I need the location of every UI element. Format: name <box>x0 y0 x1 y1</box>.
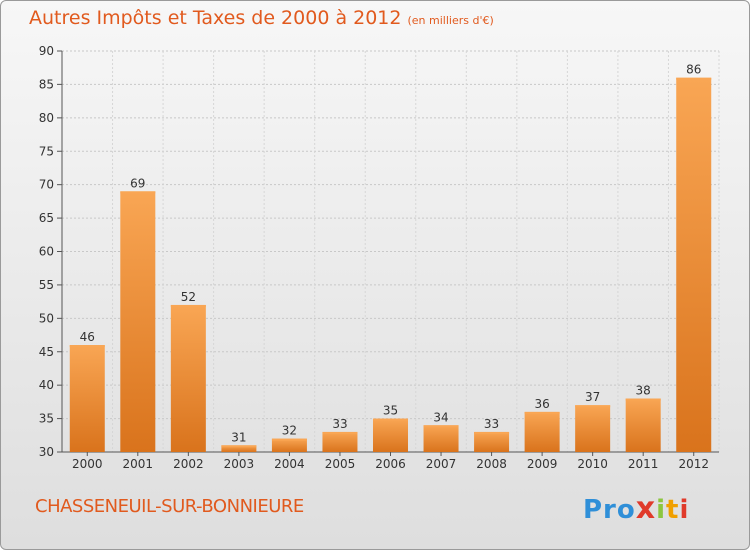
bar-2010 <box>575 405 611 452</box>
x-tick-label-2009: 2009 <box>527 457 558 471</box>
x-tick-label-2008: 2008 <box>476 457 507 471</box>
bar-top-highlight-2004 <box>271 438 307 441</box>
x-tick-label-2012: 2012 <box>678 457 709 471</box>
data-label-2006: 35 <box>383 404 398 418</box>
bar-top-highlight-2001 <box>120 191 156 194</box>
y-tick-label-90: 90 <box>39 44 54 58</box>
y-tick-label-65: 65 <box>39 211 54 225</box>
bar-2008 <box>474 431 510 452</box>
y-tick-label-35: 35 <box>39 412 54 426</box>
data-label-2010: 37 <box>585 390 600 404</box>
data-label-2000: 46 <box>80 330 95 344</box>
bar-top-highlight-2010 <box>575 405 611 408</box>
data-label-2003: 31 <box>231 430 246 444</box>
y-tick-label-75: 75 <box>39 144 54 158</box>
proxiti-logo: Proxiti <box>583 491 690 526</box>
data-label-2002: 52 <box>181 290 196 304</box>
bar-top-highlight-2000 <box>69 345 105 348</box>
bar-top-highlight-2009 <box>524 411 560 414</box>
y-tick-label-85: 85 <box>39 77 54 91</box>
x-tick-label-2006: 2006 <box>375 457 406 471</box>
x-tick-label-2011: 2011 <box>628 457 659 471</box>
chart-title: Autres Impôts et Taxes de 2000 à 2012 (en… <box>29 7 494 29</box>
y-tick-label-30: 30 <box>39 445 54 459</box>
bar-2001 <box>120 191 156 452</box>
y-tick-label-40: 40 <box>39 378 54 392</box>
town-name: CHASSENEUIL-SUR-BONNIEURE <box>35 496 304 517</box>
bar-2007 <box>423 425 459 452</box>
data-label-2012: 86 <box>686 63 701 77</box>
bar-2012 <box>676 77 712 452</box>
bar-top-highlight-2007 <box>423 425 459 428</box>
x-tick-label-2010: 2010 <box>577 457 608 471</box>
data-label-2011: 38 <box>636 384 651 398</box>
y-tick-label-80: 80 <box>39 111 54 125</box>
logo-part-x: x <box>635 491 657 526</box>
x-tick-label-2001: 2001 <box>123 457 154 471</box>
bar-top-highlight-2008 <box>474 431 510 434</box>
x-tick-label-2005: 2005 <box>325 457 356 471</box>
bar-top-highlight-2005 <box>322 431 358 434</box>
bar-top-highlight-2011 <box>625 398 661 401</box>
y-tick-label-45: 45 <box>39 345 54 359</box>
y-tick-label-50: 50 <box>39 311 54 325</box>
x-tick-label-2002: 2002 <box>173 457 204 471</box>
bar-top-highlight-2003 <box>221 445 257 448</box>
bar-2005 <box>322 431 358 452</box>
y-tick-label-55: 55 <box>39 278 54 292</box>
logo-part-pro: Pro <box>583 495 636 525</box>
data-label-2007: 34 <box>433 410 448 424</box>
bar-top-highlight-2002 <box>170 304 206 307</box>
y-tick-label-70: 70 <box>39 178 54 192</box>
x-tick-label-2000: 2000 <box>72 457 103 471</box>
bar-2009 <box>524 411 560 452</box>
bar-2003 <box>221 445 257 452</box>
x-tick-label-2003: 2003 <box>224 457 255 471</box>
bar-top-highlight-2012 <box>676 77 712 80</box>
bar-top-highlight-2006 <box>373 418 408 421</box>
logo-part-t: t <box>666 495 680 525</box>
y-tick-label-60: 60 <box>39 245 54 259</box>
bar-2000 <box>69 345 105 452</box>
data-label-2008: 33 <box>484 417 499 431</box>
bar-2002 <box>170 304 206 452</box>
bar-2004 <box>271 438 307 452</box>
bar-2006 <box>373 418 408 452</box>
logo-part-i1: i <box>656 495 667 525</box>
data-label-2009: 36 <box>534 397 549 411</box>
x-tick-label-2007: 2007 <box>426 457 457 471</box>
data-label-2004: 32 <box>282 424 297 438</box>
chart-title-text: Autres Impôts et Taxes de 2000 à 2012 <box>29 7 402 29</box>
bar-2011 <box>625 398 661 452</box>
data-label-2005: 33 <box>332 417 347 431</box>
logo-part-i2: i <box>679 495 690 525</box>
x-tick-label-2004: 2004 <box>274 457 305 471</box>
chart-subtitle: (en milliers d'€) <box>407 14 494 27</box>
data-label-2001: 69 <box>130 176 145 190</box>
